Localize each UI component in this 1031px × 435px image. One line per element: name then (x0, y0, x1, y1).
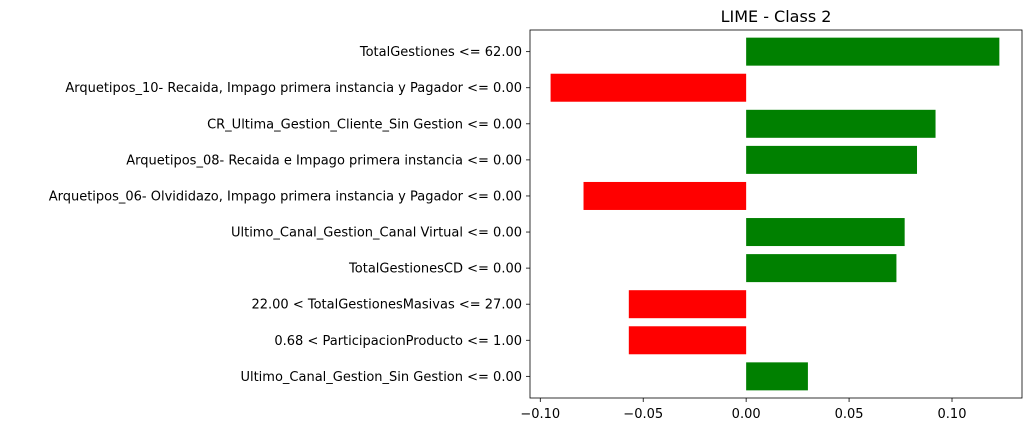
y-tick-label: 22.00 < TotalGestionesMasivas <= 27.00 (251, 298, 522, 313)
bar-7 (628, 290, 747, 319)
y-tick-label: 0.68 < ParticipacionProducto <= 1.00 (274, 334, 522, 349)
bar-9 (746, 362, 808, 391)
y-tick-label: CR_Ultima_Gestion_Cliente_Sin Gestion <=… (207, 117, 522, 132)
bars-layer (550, 37, 1000, 391)
y-tick-label: TotalGestiones <= 62.00 (359, 45, 522, 60)
plot-frame (529, 29, 1023, 399)
y-tick-label: Ultimo_Canal_Gestion_Canal Virtual <= 0.… (231, 226, 522, 241)
bar-1 (550, 73, 747, 102)
x-tick-label: −0.10 (520, 407, 560, 422)
chart-title: LIME - Class 2 (720, 7, 832, 26)
y-tick-label: Arquetipos_10- Recaida, Impago primera i… (65, 81, 522, 96)
x-tick-label: 0.05 (835, 407, 864, 422)
bar-4 (583, 181, 747, 210)
bar-8 (628, 326, 747, 355)
axes-frame (529, 29, 1023, 399)
bar-6 (746, 254, 897, 283)
bar-3 (746, 145, 918, 174)
bar-5 (746, 218, 905, 247)
x-ticks: −0.10 −0.05 0.00 0.05 0.10 (520, 398, 966, 422)
y-tick-label: TotalGestionesCD <= 0.00 (348, 262, 522, 277)
bar-2 (746, 109, 936, 138)
x-tick-label: 0.00 (732, 407, 761, 422)
y-tick-labels: TotalGestiones <= 62.00 Arquetipos_10- Re… (49, 45, 530, 385)
y-tick-label: Arquetipos_06- Olvididazo, Impago primer… (49, 189, 522, 204)
bar-0 (746, 37, 1000, 66)
y-tick-label: Arquetipos_08- Recaida e Impago primera … (126, 153, 522, 168)
x-tick-label: 0.10 (938, 407, 967, 422)
y-tick-label: Ultimo_Canal_Gestion_Sin Gestion <= 0.00 (240, 370, 522, 385)
x-tick-label: −0.05 (623, 407, 663, 422)
